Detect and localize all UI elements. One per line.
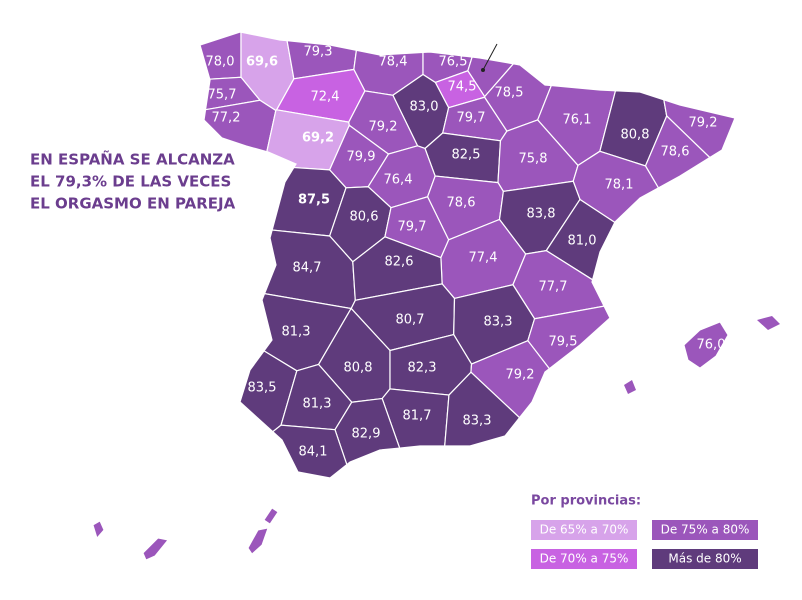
value-label: 76,0	[697, 338, 726, 353]
value-label: 78,6	[661, 145, 690, 160]
value-label: 75,7	[208, 88, 237, 103]
value-label: 83,0	[410, 100, 439, 115]
legend-swatch	[531, 520, 637, 540]
value-label: 79,3	[304, 45, 333, 60]
value-label: 75,8	[211, 536, 240, 551]
value-label: 69,6	[246, 55, 278, 70]
value-label: 82,9	[352, 427, 381, 442]
value-label: 82,5	[452, 148, 481, 163]
value-label: 80,7	[396, 313, 425, 328]
leader-line	[482, 43, 498, 71]
value-label: 80,8	[621, 128, 650, 143]
provinces	[92, 31, 780, 561]
value-label: 69,2	[302, 131, 334, 146]
leader-dot	[481, 68, 485, 72]
value-label: 80,6	[350, 210, 379, 225]
value-label: 79,9	[347, 150, 376, 165]
value-label: 81,3	[303, 397, 332, 412]
legend-label: De 65% a 70%	[540, 523, 629, 537]
title-line: EN ESPAÑA SE ALCANZA	[30, 150, 235, 169]
value-label: 83,5	[248, 381, 277, 396]
province	[271, 424, 348, 479]
province	[92, 520, 169, 561]
value-label: 75,8	[519, 152, 548, 167]
value-label: 81,0	[568, 234, 597, 249]
value-label: 78,5	[495, 86, 524, 101]
value-label: 78,1	[605, 178, 634, 193]
value-label: 79,7	[457, 111, 486, 126]
value-label: 82,3	[408, 361, 437, 376]
value-label: 79,2	[369, 120, 398, 135]
legend: De 65% a 70% De 70% a 75% De 75% a 80% Más …	[531, 520, 758, 569]
legend-label: De 70% a 75%	[540, 552, 629, 566]
value-label: 84,7	[293, 261, 322, 276]
legend-swatch	[652, 520, 758, 540]
value-label: 84,1	[299, 445, 328, 460]
value-label: 83,3	[463, 414, 492, 429]
value-label: 83,8	[527, 207, 556, 222]
value-label: 77,7	[539, 280, 568, 295]
value-label: 78,4	[379, 55, 408, 70]
value-label: 81,7	[403, 409, 432, 424]
province	[203, 99, 277, 153]
legend-swatch	[652, 549, 758, 569]
value-label: 78,6	[447, 196, 476, 211]
value-label: 82,6	[385, 255, 414, 270]
island	[624, 316, 780, 394]
legend-label: Más de 80%	[668, 552, 741, 566]
value-label: 76,4	[384, 173, 413, 188]
legend-title: Por provincias:	[531, 494, 641, 509]
value-label: 76,5	[439, 55, 468, 70]
value-label: 77,4	[469, 251, 498, 266]
value-label: 83,3	[484, 315, 513, 330]
value-label: 80,8	[344, 361, 373, 376]
province	[683, 321, 729, 369]
value-label: 79,2	[506, 368, 535, 383]
value-label: 87,5	[298, 193, 330, 208]
legend-label: De 75% a 80%	[661, 523, 750, 537]
value-label: 74,5	[448, 80, 477, 95]
province	[444, 371, 521, 447]
legend-swatch	[531, 549, 637, 569]
title-line: EL 79,3% DE LAS VECES	[30, 173, 231, 191]
value-label: 77,1	[502, 35, 531, 50]
value-label: 79,2	[689, 116, 718, 131]
value-label: 81,3	[282, 325, 311, 340]
title-line: EL ORGASMO EN PAREJA	[30, 195, 236, 213]
value-label: 77,2	[212, 111, 241, 126]
value-label: 78,0	[206, 55, 235, 70]
value-label: 72,4	[311, 90, 340, 105]
value-label: 76,1	[563, 113, 592, 128]
value-label: 79,5	[549, 335, 578, 350]
province	[247, 507, 279, 555]
value-label: 79,7	[398, 220, 427, 235]
value-label: 75,0	[120, 520, 149, 535]
labels: 78,0 69,6 79,3 78,4 76,5 77,1 74,5 75,7 72,4 83,0…	[120, 35, 726, 551]
